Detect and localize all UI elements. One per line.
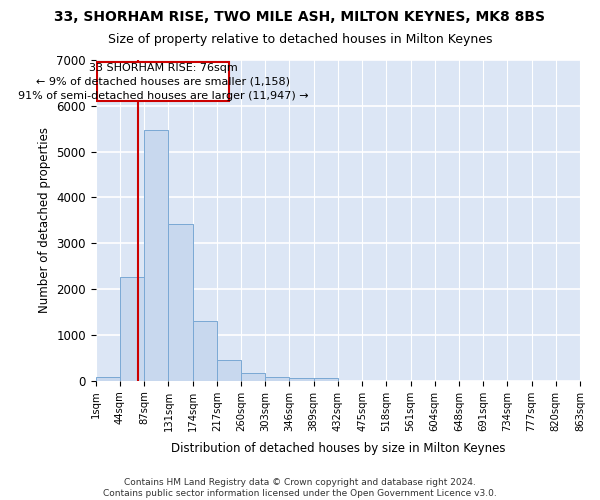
FancyBboxPatch shape (97, 62, 229, 101)
Bar (314, 378, 338, 381)
Text: Size of property relative to detached houses in Milton Keynes: Size of property relative to detached ho… (108, 32, 492, 46)
Bar (120, 277, 144, 381)
Bar (241, 374, 265, 381)
Bar (96, 378, 120, 381)
Y-axis label: Number of detached properties: Number of detached properties (38, 128, 51, 314)
Bar (193, 321, 217, 381)
Bar (289, 378, 314, 381)
Bar (217, 360, 241, 381)
X-axis label: Distribution of detached houses by size in Milton Keynes: Distribution of detached houses by size … (170, 442, 505, 455)
Text: 33 SHORHAM RISE: 76sqm
← 9% of detached houses are smaller (1,158)
91% of semi-d: 33 SHORHAM RISE: 76sqm ← 9% of detached … (17, 63, 308, 101)
Bar (169, 224, 193, 381)
Bar (265, 376, 289, 381)
Text: 33, SHORHAM RISE, TWO MILE ASH, MILTON KEYNES, MK8 8BS: 33, SHORHAM RISE, TWO MILE ASH, MILTON K… (55, 10, 545, 24)
Text: Contains HM Land Registry data © Crown copyright and database right 2024.
Contai: Contains HM Land Registry data © Crown c… (103, 478, 497, 498)
Bar (144, 130, 169, 381)
